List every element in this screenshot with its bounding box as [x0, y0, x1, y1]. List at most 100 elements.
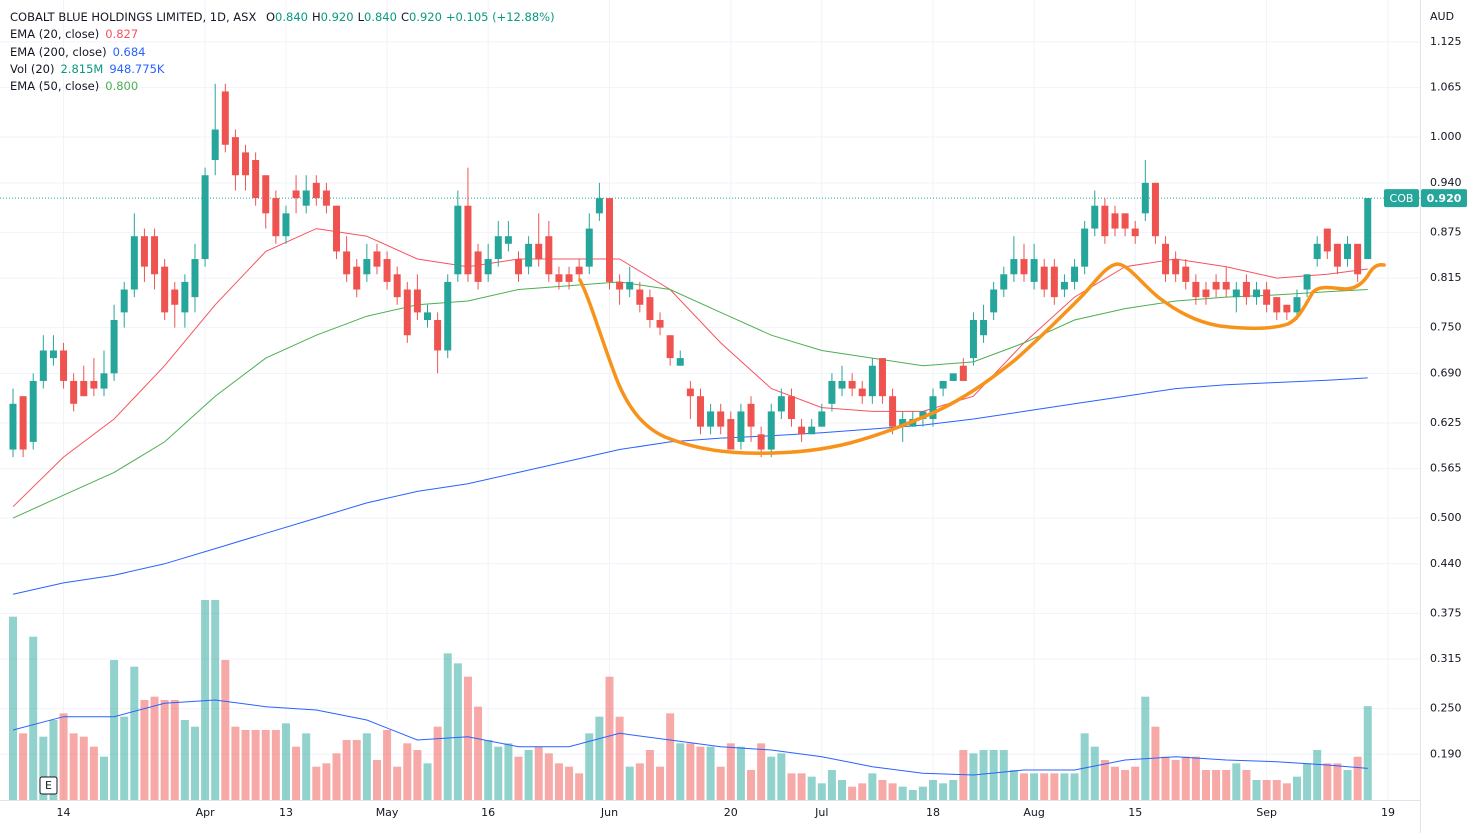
candle-body	[60, 350, 68, 381]
candle-body	[333, 205, 341, 252]
volume-bar	[1070, 773, 1079, 800]
volume-bar	[656, 766, 665, 800]
candle-body	[899, 419, 907, 427]
x-tick-label: 18	[926, 806, 940, 819]
candle-body	[464, 205, 472, 275]
candle-body	[838, 380, 846, 389]
candle-body	[1111, 213, 1119, 229]
candle-body	[353, 266, 361, 290]
volume-bar	[1323, 763, 1332, 800]
candle-body	[110, 320, 118, 374]
indicator-legend-row: EMA (200, close) 0.684	[10, 44, 561, 61]
candle-body	[252, 160, 260, 199]
x-tick-label: 13	[279, 806, 293, 819]
candle-body	[201, 175, 209, 260]
candle-body	[1020, 259, 1028, 275]
volume-bar	[474, 706, 483, 800]
candle-body	[1313, 243, 1321, 260]
indicator-name: EMA (50, close)	[10, 79, 100, 94]
y-tick-label: 1.125	[1430, 35, 1462, 48]
candle-body	[434, 320, 442, 351]
volume-bar	[403, 743, 412, 800]
x-tick-label: 19	[1381, 806, 1395, 819]
candles	[9, 83, 1372, 458]
volume-bar	[817, 783, 826, 800]
volume-bar	[261, 730, 270, 800]
y-tick-label: 0.375	[1430, 606, 1462, 619]
volume-bar	[1141, 696, 1150, 800]
indicator-line	[12, 699, 1368, 776]
volume-bar	[150, 696, 159, 800]
annotation-curve	[578, 262, 1386, 455]
candle-body	[1151, 182, 1159, 237]
candle-body	[1010, 259, 1018, 275]
candle-body	[828, 380, 836, 404]
volume-bar	[110, 660, 119, 800]
y-tick-label: 0.940	[1430, 176, 1462, 189]
volume-bar	[757, 743, 766, 800]
candle-body	[889, 396, 897, 427]
candle-body	[292, 190, 300, 199]
volume-bar	[534, 746, 543, 800]
candle-body	[49, 350, 57, 359]
candle-body	[1081, 228, 1089, 267]
legend: COBALT BLUE HOLDINGS LIMITED, 1D, ASX O0…	[10, 9, 561, 95]
candle-body	[312, 182, 320, 199]
candle-body	[231, 137, 239, 176]
candle-body	[494, 236, 502, 260]
candle-body	[282, 213, 290, 237]
volume-bar	[908, 790, 917, 800]
y-tick-label: 0.690	[1430, 366, 1462, 379]
candle-body	[595, 198, 603, 214]
volume-pane	[9, 600, 1372, 800]
indicator-legend-row: Vol (20) 2.815M 948.775K	[10, 61, 561, 78]
volume-bar	[201, 600, 210, 800]
candle-body	[878, 358, 886, 397]
indicator-value: 0.827	[105, 27, 139, 42]
event-badge: E	[39, 776, 58, 795]
x-tick-label: Aug	[1023, 806, 1044, 819]
indicator-legend-row: EMA (20, close) 0.827	[10, 26, 561, 43]
candle-body	[666, 335, 674, 359]
y-tick-label: 0.565	[1430, 462, 1462, 475]
indicator-line	[12, 228, 1368, 508]
ohlc-item: O0.840	[266, 10, 308, 24]
candle-body	[969, 320, 977, 359]
candle-body	[39, 350, 47, 381]
volume-bar	[322, 763, 331, 800]
volume-bar	[140, 700, 149, 800]
x-tick-label: 20	[724, 806, 738, 819]
volume-bar	[1040, 773, 1049, 800]
volume-bar	[544, 753, 553, 800]
indicator-name: Vol (20)	[10, 61, 55, 76]
volume-bar	[868, 773, 877, 800]
volume-bar	[939, 783, 948, 800]
indicator-value: 0.684	[112, 44, 146, 59]
x-tick-label: May	[376, 806, 399, 819]
volume-bar	[625, 766, 634, 800]
x-tick-label: Apr	[196, 806, 216, 819]
y-tick-label: 0.190	[1430, 747, 1462, 760]
volume-bar	[504, 743, 513, 800]
candle-body	[1222, 281, 1230, 290]
volume-bar	[433, 726, 442, 800]
volume-bar	[858, 783, 867, 800]
volume-bar	[514, 756, 523, 800]
candle-body	[1050, 266, 1058, 298]
volume-bar	[1232, 763, 1241, 800]
badge-text: E	[45, 779, 52, 792]
indicator-legend-row: EMA (50, close) 0.800	[10, 78, 561, 95]
candle-body	[343, 251, 351, 275]
x-tick-label: Jul	[814, 806, 828, 819]
volume-bar	[312, 766, 321, 800]
candle-body	[90, 380, 98, 389]
indicator-lines	[0, 197, 1420, 595]
y-tick-label: 0.500	[1430, 511, 1462, 524]
volume-bar	[848, 786, 857, 800]
candle-body	[181, 281, 189, 313]
candle-body	[798, 426, 806, 435]
candle-body	[747, 403, 755, 427]
volume-bar	[59, 713, 68, 800]
